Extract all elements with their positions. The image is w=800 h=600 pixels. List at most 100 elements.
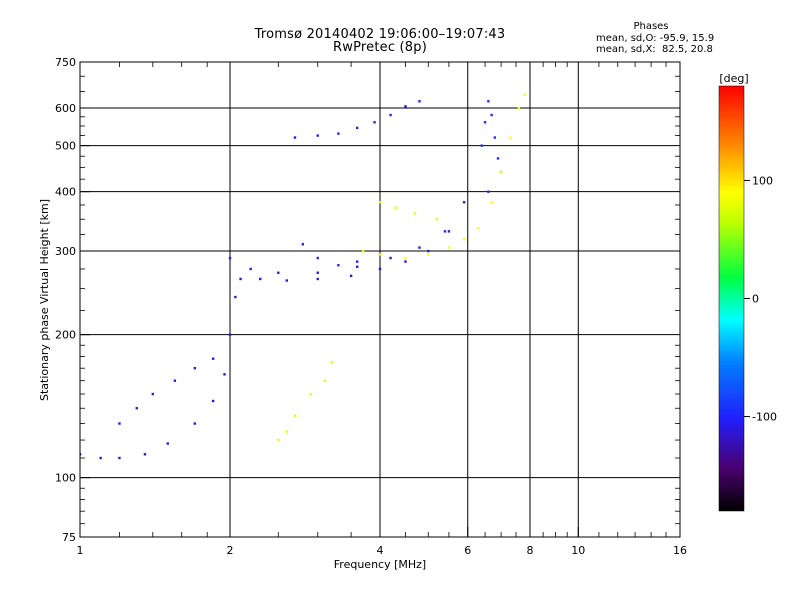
echo-point [259, 277, 262, 281]
y-tick-label: 300 [55, 245, 76, 258]
echo-point [355, 126, 359, 130]
y-tick-label: 750 [55, 56, 76, 69]
colorbar-ticks: 100 0 -100 [744, 174, 777, 424]
echo-point [330, 361, 333, 364]
echo-point [517, 106, 521, 110]
echo-point [301, 243, 305, 246]
echo-point [477, 227, 480, 230]
echo-point [228, 333, 232, 336]
echo-point [323, 379, 327, 382]
echo-point [361, 249, 365, 253]
x-tick-label: 1 [77, 544, 84, 557]
echo-point [277, 271, 280, 274]
echo-point [462, 201, 466, 204]
chart-title: Tromsø 20140402 19:06:00–19:07:43 [254, 27, 506, 42]
y-tick-label: 200 [55, 329, 76, 342]
echo-point [404, 105, 407, 108]
echo-point [373, 121, 376, 124]
y-tick-label: 75 [62, 531, 76, 544]
echo-point [435, 218, 438, 221]
echo-point [523, 93, 526, 96]
echo-point [418, 100, 421, 103]
echo-point [293, 414, 297, 417]
echo-point [193, 366, 197, 370]
colorbar-tick-label: 0 [752, 293, 759, 306]
echo-point [447, 246, 451, 249]
echo-point [285, 279, 288, 282]
echo-point [293, 136, 297, 139]
echo-point [418, 246, 421, 249]
echo-point [173, 379, 177, 382]
colorbar-tick-label: 100 [752, 174, 773, 187]
echo-point [118, 422, 121, 425]
echo-point [404, 256, 407, 260]
echo-point [355, 260, 359, 263]
x-tick-label: 6 [464, 544, 471, 557]
echo-point [487, 190, 490, 193]
echo-point [337, 264, 340, 267]
colorbar-label: [deg] [719, 72, 748, 85]
echo-point [234, 295, 237, 299]
echo-point [239, 277, 242, 281]
y-tick-label: 400 [55, 186, 76, 199]
echo-point [496, 157, 500, 160]
grid-lines [80, 62, 680, 537]
echo-point [316, 277, 319, 281]
echo-point [462, 237, 466, 241]
echo-point [80, 453, 82, 456]
echo-point [355, 265, 359, 268]
echo-point [316, 271, 319, 274]
echo-point [337, 132, 340, 135]
echo-point [404, 260, 407, 263]
echo-point [285, 430, 288, 433]
x-axis-label: Frequency [MHz] [334, 558, 426, 571]
echo-point [228, 256, 232, 260]
echo-point [413, 212, 417, 215]
echo-point [249, 267, 252, 271]
echo-point [211, 399, 215, 403]
echo-point [151, 392, 155, 396]
echo-point [490, 113, 493, 117]
x-tick-label: 2 [227, 544, 234, 557]
phase-stats-o-mode: mean, sd,O: -95.9, 15.9 [596, 33, 715, 44]
echo-point [389, 113, 392, 117]
x-axis-ticks: 1 2 4 6 8 10 16 [77, 62, 687, 557]
echo-point [389, 256, 392, 260]
data-points [80, 93, 526, 460]
x-tick-label: 4 [377, 544, 384, 557]
x-tick-label: 16 [673, 544, 687, 557]
echo-point [316, 256, 319, 260]
echo-point [499, 170, 503, 174]
echo-point [193, 422, 197, 425]
chart-subtitle: RwPretec (8p) [333, 40, 427, 55]
echo-point [493, 136, 497, 139]
echo-point [443, 230, 447, 233]
echo-point [427, 253, 430, 256]
echo-point [211, 357, 215, 360]
echo-point [483, 121, 487, 124]
echo-point [447, 230, 451, 233]
echo-point [349, 274, 353, 278]
echo-point [166, 442, 169, 445]
echo-point [487, 100, 490, 103]
echo-point [378, 201, 382, 204]
echo-point [143, 453, 147, 456]
phase-stats-x-mode: mean, sd,X: 82.5, 20.8 [596, 44, 713, 55]
phase-stats-header: Phases [633, 21, 669, 32]
y-axis-label: Stationary phase Virtual Height [km] [38, 199, 51, 401]
y-tick-label: 500 [55, 140, 76, 153]
echo-point [309, 392, 312, 396]
echo-point [394, 206, 397, 209]
echo-point [99, 456, 102, 460]
y-tick-label: 100 [55, 472, 76, 485]
echo-point [490, 201, 493, 204]
echo-point [118, 456, 121, 460]
echo-point [135, 407, 138, 410]
x-tick-label: 8 [527, 544, 534, 557]
echo-point [508, 136, 512, 139]
echo-point [316, 134, 319, 137]
colorbar-tick-label: -100 [752, 411, 777, 424]
y-axis-ticks: 75 100 200 300 400 500 600 750 [55, 56, 680, 544]
echo-point [277, 438, 280, 442]
